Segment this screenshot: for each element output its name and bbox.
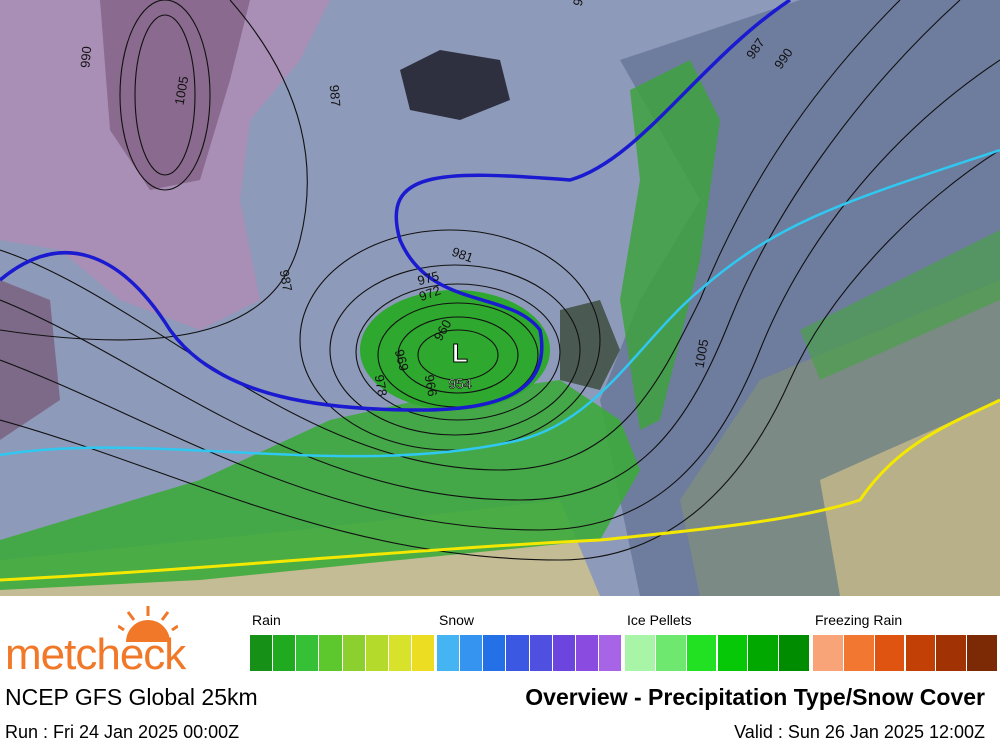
legend-swatch [342,635,365,671]
legend-swatch [813,635,843,671]
legend-swatch [843,635,874,671]
isobar-label: 978 [372,374,391,398]
greenland [100,0,250,190]
legend-swatch [598,635,621,671]
legend-label: Rain [252,612,281,628]
legend-swatch [388,635,411,671]
map: 1005 987 987 981 975 972 969 978 966 960… [0,0,1000,596]
legend-swatch [506,635,529,671]
logo-sun [118,606,178,642]
snow-line [0,148,1000,458]
legend-swatch [779,635,809,671]
run-time: Run : Fri 24 Jan 2025 00:00Z [5,722,240,742]
isobar-label: 987 [277,269,296,293]
model: NCEP GFS Global 25km [5,684,258,710]
mediterranean [820,400,1000,596]
isobar-label: 1005 [172,75,192,106]
legend-swatch [437,635,460,671]
brand: metcheck [5,630,186,679]
legend-swatch [250,635,273,671]
legend-swatch [874,635,905,671]
legend-label: Snow [439,612,475,628]
legend-swatch [655,635,686,671]
low-symbol: L [452,338,468,368]
legend-swatch [411,635,434,671]
isobar-label: 972 [417,283,443,305]
isobar-label: 969 [392,348,412,373]
legend-label: Ice Pellets [627,612,692,628]
legend-swatch [296,635,319,671]
isobar-label: 990 [77,46,94,69]
rain-front [620,60,720,430]
isobar-label: 1005 [692,338,712,369]
ireland-uk [560,300,620,390]
legend-swatch [905,635,936,671]
legend-swatch [319,635,342,671]
legend-swatch [717,635,748,671]
legend-swatch [575,635,598,671]
isobar-label: 975 [416,268,441,288]
isobar-label: 978 [570,0,590,8]
warm-line [0,398,1000,582]
legend-swatch [552,635,575,671]
legend-swatch [686,635,717,671]
legend-swatch [748,635,779,671]
freezing-line [0,0,791,412]
legend-swatch [967,635,997,671]
rain-east [800,230,1000,380]
legend-swatch [529,635,552,671]
legend-swatch [936,635,967,671]
valid-time: Valid : Sun 26 Jan 2025 12:00Z [734,722,985,742]
isobar-label: 987 [327,84,344,107]
legend-swatch [273,635,296,671]
isobar-label: 981 [450,244,476,266]
rain-band [0,380,640,590]
low-pressure: 954 [448,376,472,392]
legend-swatch [483,635,506,671]
isobar-label: 966 [422,374,441,398]
iceland [400,50,510,120]
legend-swatch [460,635,483,671]
legend-swatch [625,635,655,671]
legend-label: Freezing Rain [815,612,903,628]
title: Overview - Precipitation Type/Snow Cover [525,684,985,710]
legend-swatch [365,635,388,671]
